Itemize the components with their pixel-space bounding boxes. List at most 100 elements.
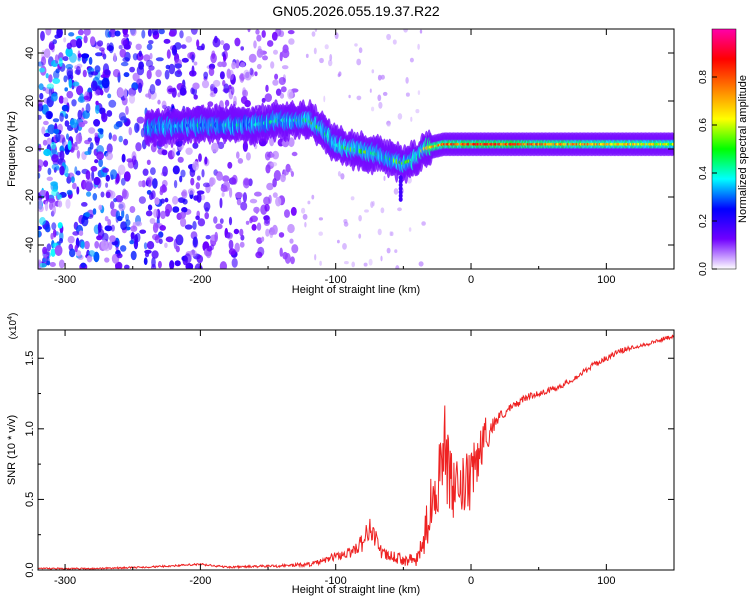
spectrogram-speckle — [43, 120, 49, 126]
spectrogram-speckle — [417, 43, 420, 50]
spectrogram-speckle — [189, 168, 196, 178]
spectrogram-speckle — [274, 73, 279, 80]
spectrogram-speckle — [159, 185, 168, 193]
spectrogram-speckle — [66, 42, 73, 50]
spectrogram-speckle — [179, 211, 186, 219]
spectrogram-speckle — [89, 142, 94, 150]
spectrogram-speckle — [65, 198, 71, 209]
spectrogram-x-tick-label: 0 — [468, 274, 474, 286]
spectrogram-speckle — [45, 110, 53, 120]
spectrogram-speckle — [273, 49, 278, 55]
spectrogram-speckle — [106, 110, 113, 117]
spectrogram-speckle — [380, 207, 385, 214]
spectrogram-speckle — [130, 225, 138, 232]
spectrogram-speckle — [43, 132, 51, 137]
spectrogram-speckle — [358, 47, 363, 54]
spectrogram-speckle — [91, 170, 95, 181]
spectrogram-speckle — [350, 196, 355, 201]
snr-x-label: Height of straight line (km) — [292, 584, 420, 596]
colorbar-tick-label: 0.6 — [698, 118, 709, 132]
spectrogram-speckle — [67, 140, 72, 151]
spectrogram-speckle — [130, 29, 137, 37]
spectrogram-speckle — [76, 85, 84, 96]
spectrogram-speckle — [263, 196, 271, 206]
spectrogram-speckle — [75, 133, 83, 145]
spectrogram-speckle — [208, 67, 215, 77]
spectrogram-speckle — [269, 231, 274, 238]
spectrogram-speckle — [313, 47, 317, 55]
spectrogram-speckle — [109, 201, 115, 210]
spectrogram-speckle — [59, 150, 65, 161]
spectrogram-speckle — [351, 261, 356, 268]
spectrogram-speckle — [249, 217, 253, 224]
spectrogram-speckle — [191, 54, 195, 63]
spectrogram-speckle — [136, 116, 145, 124]
colorbar-tick-label: 0.0 — [698, 262, 709, 276]
spectrogram-speckle — [80, 241, 85, 249]
spectrogram-speckle — [302, 213, 308, 220]
spectrogram-speckle — [118, 45, 123, 50]
spectrogram-speckle — [386, 247, 391, 254]
spectrogram-speckle — [150, 167, 156, 176]
spectrogram-speckle — [165, 203, 173, 214]
spectrogram-speckle — [281, 48, 290, 59]
spectrogram-speckle — [54, 245, 63, 256]
spectrogram-speckle — [192, 161, 200, 171]
spectrogram-speckle — [318, 217, 323, 221]
spectrogram-speckle — [287, 89, 294, 100]
spectrogram-speckle — [206, 245, 213, 252]
spectrogram-speckle — [240, 61, 245, 68]
spectrogram-speckle — [38, 114, 42, 120]
spectrogram-speckle — [118, 201, 126, 212]
spectrogram-speckle — [45, 29, 52, 36]
spectrogram-speckle — [125, 219, 131, 227]
snr-x-tick-label: -100 — [325, 575, 347, 587]
spectrogram-speckle — [134, 122, 140, 133]
spectrogram-speckle — [120, 245, 127, 252]
spectrogram-speckle — [143, 257, 148, 266]
spectrogram-speckle — [145, 59, 154, 68]
spectrogram-speckle — [151, 29, 159, 36]
spectrogram-speckle — [267, 40, 274, 47]
spectrogram-speckle — [254, 191, 262, 197]
spectrogram-speckle — [76, 38, 83, 49]
spectrogram-speckle — [266, 182, 274, 191]
spectrogram-speckle — [181, 57, 189, 63]
spectrogram-speckle — [421, 221, 426, 226]
spectrogram-speckle — [58, 57, 63, 67]
spectrogram-speckle — [76, 186, 80, 195]
spectrogram-speckle — [253, 40, 257, 49]
spectrogram-speckle — [146, 159, 151, 165]
spectrogram-speckle — [56, 194, 62, 200]
spectrogram-speckle — [261, 236, 265, 242]
spectrogram-speckle — [122, 189, 129, 200]
spectrogram-speckle — [334, 32, 339, 40]
spectrogram-x-tick-label: -200 — [189, 274, 211, 286]
spectrogram-speckle — [291, 244, 299, 254]
spectrogram-speckle — [100, 239, 108, 250]
spectrogram-speckle — [256, 237, 263, 245]
spectrogram-speckle — [289, 238, 294, 244]
spectrogram-speckle — [324, 44, 329, 50]
spectrogram-speckle — [279, 247, 283, 257]
spectrogram-speckle — [239, 228, 244, 237]
spectrogram-speckle — [228, 239, 234, 250]
spectrogram-speckle — [149, 192, 154, 201]
spectrogram-speckle — [43, 148, 52, 157]
spectrogram-speckle — [135, 43, 142, 50]
spectrogram-speckle — [377, 74, 382, 81]
spectrogram-speckle — [151, 263, 157, 269]
spectrogram-speckle — [38, 198, 43, 208]
spectrogram-speckle — [255, 29, 260, 35]
spectrogram-speckle — [221, 51, 226, 57]
spectrogram-speckle — [58, 259, 65, 269]
spectrogram-speckle — [98, 158, 103, 168]
spectrogram-speckle — [278, 30, 285, 38]
spectrogram-speckle — [90, 80, 98, 92]
spectrogram-speckle — [231, 258, 238, 268]
spectrogram-speckle — [301, 207, 306, 214]
colorbar-label: Normalized spectral amplitude — [737, 75, 749, 223]
spectrogram-speckle — [96, 235, 103, 241]
spectrogram-speckle — [284, 209, 290, 218]
spectrogram-y-tick-label: 0 — [24, 146, 36, 152]
